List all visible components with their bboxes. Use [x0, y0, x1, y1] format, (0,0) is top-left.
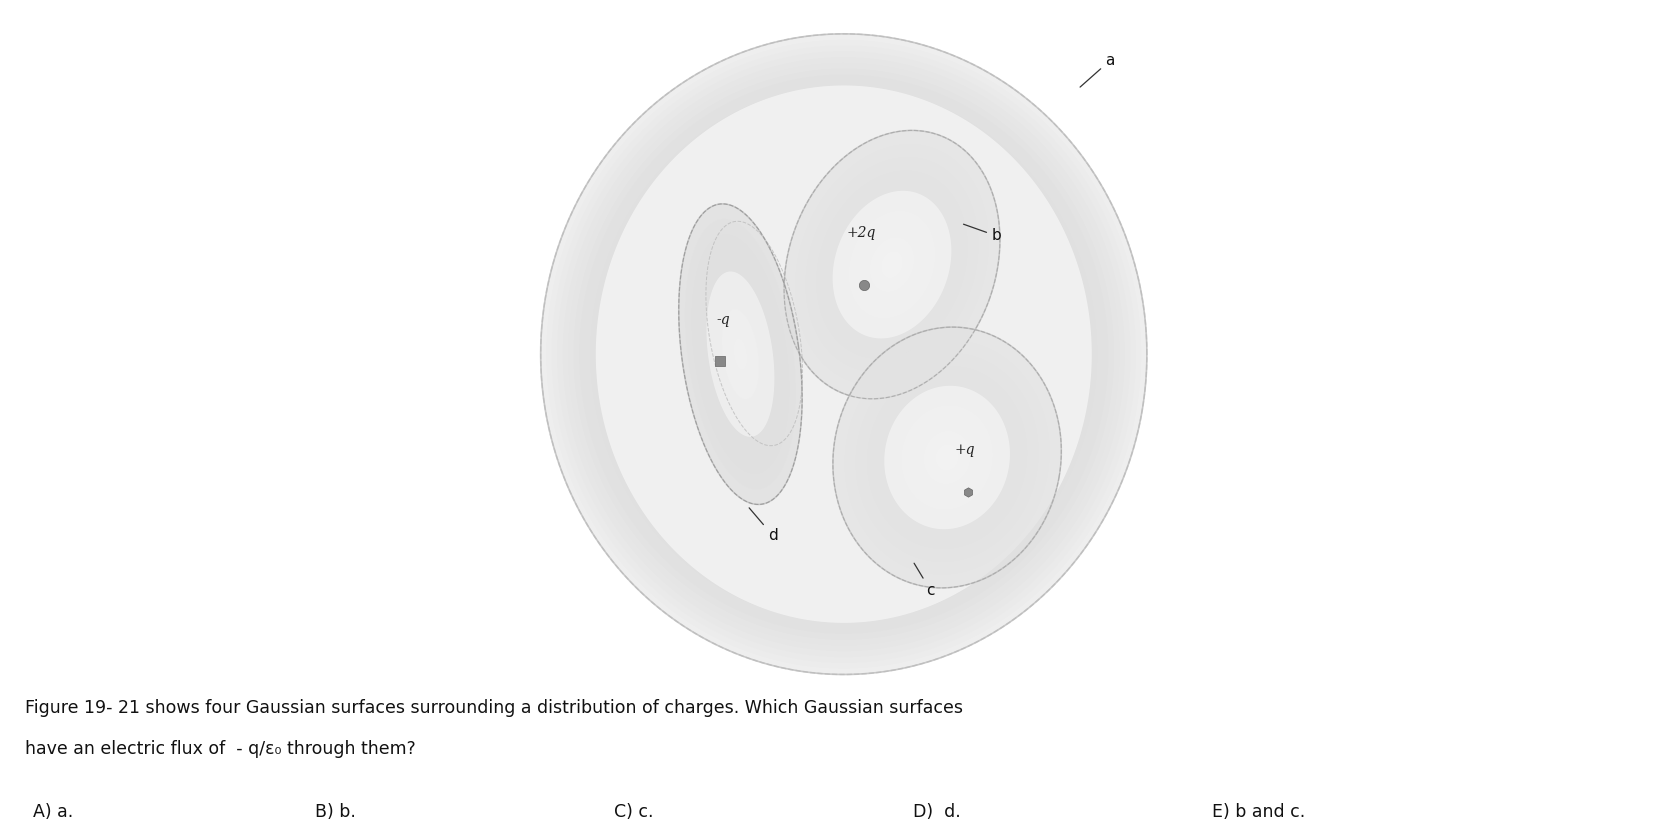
Polygon shape [838, 198, 946, 332]
Polygon shape [925, 432, 969, 484]
Polygon shape [722, 309, 759, 399]
Text: +q: +q [954, 443, 974, 457]
Polygon shape [890, 393, 1004, 523]
Polygon shape [679, 204, 802, 505]
Polygon shape [707, 271, 774, 437]
Polygon shape [885, 386, 1009, 530]
Polygon shape [734, 339, 747, 369]
Polygon shape [936, 444, 958, 471]
Polygon shape [881, 251, 903, 278]
Polygon shape [729, 324, 752, 384]
Text: Figure 19- 21 shows four Gaussian surfaces surrounding a distribution of charges: Figure 19- 21 shows four Gaussian surfac… [25, 699, 963, 716]
Polygon shape [845, 340, 1049, 575]
Text: B) b.: B) b. [315, 803, 357, 821]
Polygon shape [589, 85, 1097, 622]
Point [852, 279, 878, 292]
Polygon shape [870, 237, 913, 291]
Polygon shape [709, 279, 772, 429]
Polygon shape [817, 171, 968, 359]
Polygon shape [601, 97, 1087, 611]
Polygon shape [784, 130, 999, 398]
Text: D)  d.: D) d. [913, 803, 961, 821]
Text: a: a [1081, 53, 1116, 87]
Polygon shape [833, 327, 1061, 588]
Polygon shape [541, 34, 1147, 675]
Text: C) c.: C) c. [614, 803, 654, 821]
Polygon shape [878, 379, 1016, 535]
Polygon shape [827, 184, 956, 345]
Polygon shape [901, 405, 993, 510]
Polygon shape [584, 80, 1104, 628]
Polygon shape [568, 62, 1119, 646]
Text: -q: -q [717, 313, 730, 326]
Polygon shape [697, 249, 784, 459]
Polygon shape [833, 327, 1061, 588]
Point [707, 354, 734, 368]
Polygon shape [784, 130, 999, 398]
Polygon shape [857, 354, 1039, 562]
Polygon shape [691, 234, 790, 475]
Polygon shape [579, 74, 1109, 634]
Text: E) b and c.: E) b and c. [1212, 803, 1305, 821]
Polygon shape [805, 157, 978, 372]
Polygon shape [573, 68, 1114, 640]
Polygon shape [596, 85, 1092, 622]
Polygon shape [704, 264, 777, 444]
Polygon shape [679, 204, 802, 505]
Text: +2q: +2q [847, 227, 876, 241]
Polygon shape [546, 40, 1142, 669]
Point [954, 486, 981, 499]
Polygon shape [860, 224, 925, 305]
Polygon shape [558, 51, 1130, 657]
Polygon shape [551, 46, 1135, 663]
Polygon shape [596, 91, 1092, 617]
Polygon shape [795, 144, 989, 385]
Text: b: b [963, 224, 1001, 243]
Text: c: c [915, 564, 935, 598]
Polygon shape [715, 294, 765, 414]
Text: have an electric flux of  - q/ε₀ through them?: have an electric flux of - q/ε₀ through … [25, 740, 415, 759]
Polygon shape [867, 366, 1028, 549]
Polygon shape [848, 211, 935, 318]
Text: d: d [749, 508, 779, 543]
Polygon shape [563, 57, 1125, 652]
Text: A) a.: A) a. [33, 803, 73, 821]
Polygon shape [686, 219, 797, 490]
Polygon shape [833, 191, 951, 339]
Polygon shape [541, 34, 1147, 675]
Polygon shape [913, 418, 981, 496]
